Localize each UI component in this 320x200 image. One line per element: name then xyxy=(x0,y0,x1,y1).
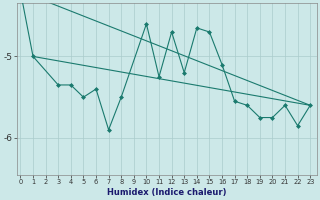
X-axis label: Humidex (Indice chaleur): Humidex (Indice chaleur) xyxy=(107,188,226,197)
